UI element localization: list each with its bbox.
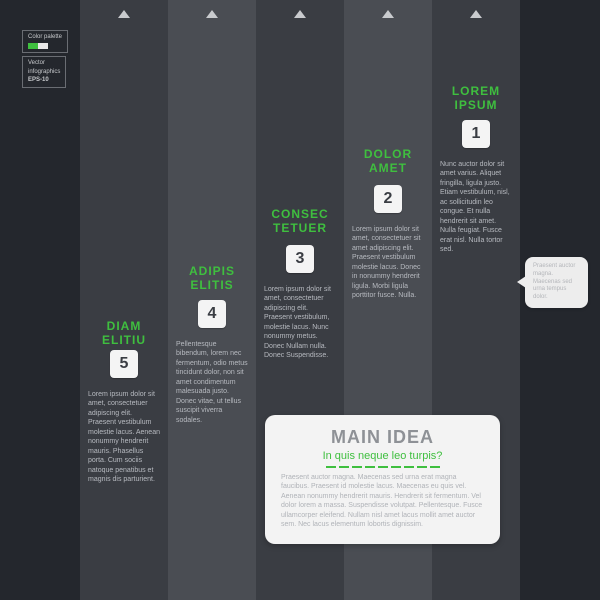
column-heading: CONSEC TETUER	[256, 208, 344, 236]
up-arrow-icon	[206, 10, 218, 18]
column-paragraph: Lorem ipsum dolor sit amet, consectetuer…	[352, 225, 424, 301]
column-number-box: 2	[374, 185, 402, 213]
callout-text: Praesent auctor magna. Maecenas sed urna…	[533, 263, 580, 302]
column-5: DIAM ELITIU5 Lorem ipsum dolor sit amet, …	[80, 0, 168, 600]
color-palette-label: Color palette	[28, 34, 62, 41]
column-heading: DOLOR AMET	[344, 148, 432, 176]
side-callout: Praesent auctor magna. Maecenas sed urna…	[525, 257, 588, 308]
column-paragraph: Lorem ipsum dolor sit amet, consectetuer…	[264, 285, 336, 361]
main-idea-body: Praesent auctor magna. Maecenas sed urna…	[281, 473, 484, 530]
column-paragraph: Pellentesque bibendum, lorem nec ferment…	[176, 340, 248, 425]
column-paragraph: Lorem ipsum dolor sit amet, consectetuer…	[88, 390, 160, 484]
column-number-box: 1	[462, 120, 490, 148]
color-swatches	[28, 43, 48, 49]
main-idea-card: MAIN IDEA In quis neque leo turpis? Praese…	[265, 415, 500, 544]
eps-line: infographics	[28, 69, 60, 76]
eps-badge: Vector infographicsEPS-10	[22, 56, 66, 88]
column-heading: ADIPIS ELITIS	[168, 265, 256, 293]
column-number-box: 4	[198, 300, 226, 328]
column-paragraph: Nunc auctor dolor sit amet varius. Aliqu…	[440, 160, 512, 254]
main-idea-subtitle: In quis neque leo turpis?	[281, 450, 484, 462]
column-heading: DIAM ELITIU	[80, 320, 168, 348]
dash-divider	[281, 466, 484, 468]
swatch	[28, 43, 38, 49]
eps-line: Vector	[28, 60, 45, 67]
up-arrow-icon	[470, 10, 482, 18]
eps-code: EPS-10	[28, 77, 49, 84]
callout-tail-icon	[517, 276, 526, 288]
column-number-box: 5	[110, 350, 138, 378]
infographic-canvas: Color palette Vector infographicsEPS-10 DIA…	[0, 0, 600, 600]
column-number-box: 3	[286, 245, 314, 273]
up-arrow-icon	[382, 10, 394, 18]
up-arrow-icon	[118, 10, 130, 18]
column-heading: LOREM IPSUM	[432, 85, 520, 113]
swatch	[38, 43, 48, 49]
main-idea-title: MAIN IDEA	[281, 427, 484, 448]
color-palette-badge: Color palette	[22, 30, 68, 53]
column-4: ADIPIS ELITIS 4 Pellentesque bibendum, lor…	[168, 0, 256, 600]
up-arrow-icon	[294, 10, 306, 18]
